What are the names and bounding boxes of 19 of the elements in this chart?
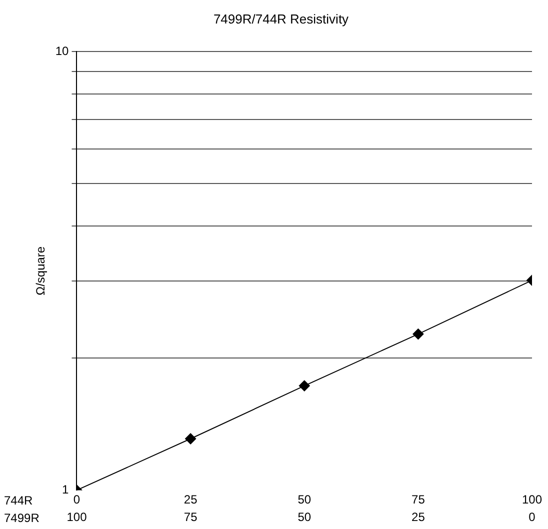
chart-title: 7499R/744R Resistivity	[213, 11, 350, 26]
point	[412, 328, 424, 340]
x2-axis-title: 7499R	[4, 510, 40, 525]
x-tick-label: 0	[73, 492, 80, 507]
x-tick-label: 50	[298, 492, 312, 507]
x-tick-label: 25	[184, 492, 198, 507]
x2-tick-label: 50	[298, 510, 312, 524]
x2-tick-label: 25	[412, 510, 426, 524]
y-tick-label: 10	[55, 44, 70, 58]
y-axis-title: Ω/square	[34, 246, 48, 296]
x2-tick-label: 100	[66, 510, 88, 524]
y-tick-label: 1	[62, 482, 70, 497]
x2-tick-label: 75	[184, 510, 198, 524]
point	[185, 433, 196, 444]
x-axis-title: 744R	[4, 494, 34, 508]
x2-tick-label: 0	[528, 510, 536, 524]
x-tick-label: 75	[412, 492, 426, 507]
point	[298, 380, 310, 392]
x-tick-label: 100	[522, 492, 542, 507]
